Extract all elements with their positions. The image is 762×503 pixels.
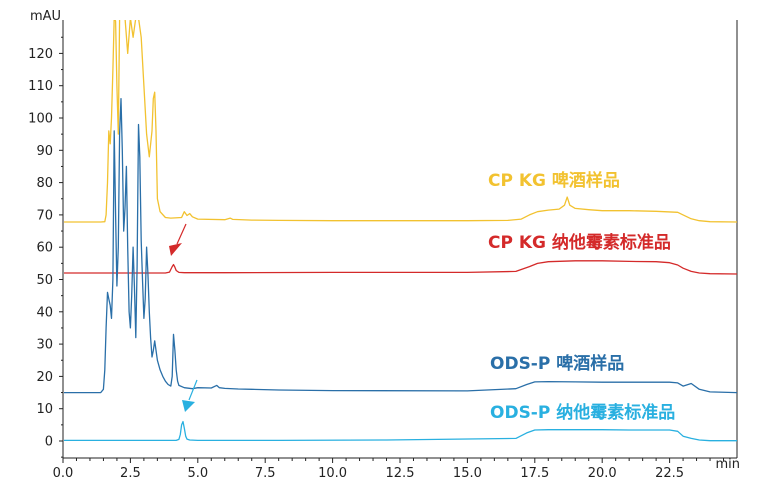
x-tick-label: 2.5 (120, 466, 141, 481)
trace-series-2 (64, 97, 737, 394)
label-cp-kg-natamycin: CP KG 纳他霉素标准品 (488, 232, 671, 253)
arrow-blue-head (182, 400, 195, 412)
x-tick-label: 10.0 (318, 466, 347, 481)
x-tick-label: 12.5 (386, 466, 415, 481)
trace-series-3 (64, 420, 737, 442)
y-tick-label: 40 (36, 305, 53, 320)
y-tick-label: 120 (28, 47, 53, 62)
traces (64, 20, 737, 442)
x-tick-label: 20.0 (588, 466, 617, 481)
y-axis-label: mAU (30, 9, 61, 24)
y-tick-label: 90 (36, 144, 53, 159)
y-tick-label: 110 (28, 79, 53, 94)
y-tick-label: 80 (36, 176, 53, 191)
y-tick-label: 10 (36, 402, 53, 417)
y-tick-label: 100 (28, 112, 53, 127)
y-tick-label: 30 (36, 338, 53, 353)
arrow-blue-shaft (188, 379, 198, 401)
x-tick-label: 7.5 (255, 466, 276, 481)
x-tick-label: 5.0 (187, 466, 208, 481)
label-ods-p-beer: ODS-P 啤酒样品 (490, 353, 624, 374)
trace-labels: CP KG 啤酒样品 CP KG 纳他霉素标准品 ODS-P 啤酒样品 ODS-… (488, 170, 675, 423)
axes: mAU min 0 10 20 30 40 50 60 70 80 90 100 110 120 0.0 2… (28, 9, 740, 481)
trace-series-0 (64, 20, 737, 223)
x-tick-label: 22.5 (655, 466, 684, 481)
label-ods-p-natamycin: ODS-P 纳他霉素标准品 (490, 402, 675, 423)
arrow-red-shaft (176, 223, 187, 245)
x-axis-label: min (715, 457, 740, 472)
y-tick-label: 70 (36, 208, 53, 223)
arrow-red-head (169, 243, 182, 256)
y-tick-label: 20 (36, 370, 53, 385)
x-tick-label: 0.0 (53, 466, 74, 481)
label-cp-kg-beer: CP KG 啤酒样品 (488, 170, 620, 191)
y-tick-label: 0 (45, 435, 53, 450)
x-tick-label: 17.5 (520, 466, 549, 481)
annotation-arrows (169, 223, 198, 412)
trace-series-1 (64, 260, 737, 275)
x-tick-label: 15.0 (453, 466, 482, 481)
y-tick-label: 50 (36, 273, 53, 288)
y-tick-label: 60 (36, 241, 53, 256)
